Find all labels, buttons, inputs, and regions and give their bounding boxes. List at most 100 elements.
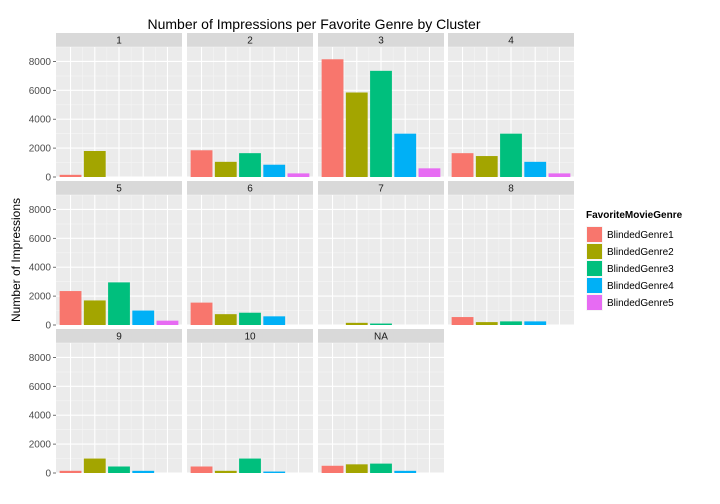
bar-blindedgenre5-facet-4 [548,173,571,177]
y-tick-label: 2000 [29,292,52,303]
legend-key-blindedgenre4 [587,278,602,293]
facet-strip-label: 1 [116,36,122,47]
bar-blindedgenre4-facet-3 [394,133,417,177]
bar-blindedgenre4-facet-na [394,470,417,473]
bar-blindedgenre2-facet-1 [83,151,106,177]
bar-blindedgenre1-facet-4 [451,153,474,177]
legend-key-blindedgenre3 [587,261,602,276]
bar-blindedgenre2-facet-na [345,464,368,473]
facet-8: 8 [448,181,574,326]
y-tick-label: 6000 [29,86,52,97]
bar-blindedgenre2-facet-4 [475,156,498,177]
facet-strip [318,329,444,343]
facet-strip [318,181,444,195]
legend-key-blindedgenre1 [587,227,602,242]
bar-blindedgenre2-facet-2 [214,161,237,177]
facet-strip-label: 6 [247,184,253,195]
facet-strip-label: NA [374,332,388,343]
bar-blindedgenre3-facet-3 [370,70,392,177]
bar-blindedgenre3-facet-na [370,463,392,473]
chart-title: Number of Impressions per Favorite Genre… [147,16,480,32]
facet-9: 9 0 2000 4000 6000 8000 [29,329,182,480]
facet-strip [448,33,574,47]
bar-blindedgenre1-facet-5 [59,291,82,325]
bar-blindedgenre3-facet-7 [370,323,392,325]
bar-blindedgenre1-facet-8 [451,317,474,325]
bar-blindedgenre2-facet-9 [83,458,106,473]
bar-blindedgenre1-facet-1 [59,174,82,177]
y-tick-label: 8000 [29,205,52,216]
facet-strip [56,329,182,343]
facet-strip-label: 8 [508,184,514,195]
facet-strip [448,181,574,195]
legend-label-blindedgenre4: BlindedGenre4 [607,281,674,292]
legend-label-blindedgenre3: BlindedGenre3 [607,264,674,275]
facet-strip [187,33,313,47]
y-tick-label: 8000 [29,353,52,364]
facet-strip-label: 10 [244,332,256,343]
legend-key-blindedgenre2 [587,244,602,259]
facet-4: 4 [448,33,574,178]
bar-blindedgenre5-facet-2 [287,173,310,177]
y-tick-label: 0 [45,173,51,184]
bar-blindedgenre4-facet-8 [524,321,547,325]
bar-blindedgenre1-facet-6 [190,302,213,325]
facet-strip-label: 3 [378,36,384,47]
bar-blindedgenre4-facet-5 [132,310,155,325]
bar-blindedgenre2-facet-6 [214,314,237,325]
bar-blindedgenre1-facet-2 [190,150,213,177]
bar-blindedgenre2-facet-7 [345,322,368,325]
facet-strip-label: 5 [116,184,122,195]
bar-blindedgenre1-facet-9 [59,470,82,473]
facet-1: 1 0 2000 4000 6000 8000 [29,33,182,184]
bar-blindedgenre2-facet-3 [345,92,368,177]
bar-blindedgenre4-facet-4 [524,161,547,177]
facet-strip [187,329,313,343]
legend-label-blindedgenre2: BlindedGenre2 [607,247,674,258]
facet-strip-label: 7 [378,184,384,195]
facet-strip [187,181,313,195]
legend-label-blindedgenre1: BlindedGenre1 [607,230,674,241]
bar-blindedgenre2-facet-5 [83,300,106,325]
facet-7: 7 [318,181,444,326]
bar-blindedgenre1-facet-10 [190,466,213,473]
y-tick-label: 2000 [29,440,52,451]
y-tick-label: 0 [45,321,51,332]
y-axis-label: Number of Impressions [9,198,23,322]
bar-blindedgenre3-facet-6 [239,312,261,325]
bar-blindedgenre3-facet-4 [500,133,522,177]
y-tick-label: 4000 [29,263,52,274]
y-tick-label: 0 [45,469,51,480]
y-tick-label: 4000 [29,411,52,422]
legend-key-blindedgenre5 [587,295,602,310]
facet-strip-label: 9 [116,332,122,343]
bar-blindedgenre5-facet-3 [418,168,441,177]
bar-blindedgenre1-facet-3 [321,59,344,177]
bar-blindedgenre2-facet-10 [214,470,237,473]
bar-blindedgenre2-facet-8 [475,322,498,325]
bar-blindedgenre3-facet-2 [239,153,261,177]
bar-blindedgenre4-facet-9 [132,470,155,473]
y-tick-label: 8000 [29,57,52,68]
facet-strip-label: 2 [247,36,253,47]
bar-blindedgenre3-facet-8 [500,321,522,325]
facet-strip-label: 4 [508,36,514,47]
facet-NA: NA [318,329,444,474]
bar-blindedgenre4-facet-2 [263,164,286,177]
facet-strip [318,33,444,47]
y-tick-label: 2000 [29,144,52,155]
bar-blindedgenre4-facet-10 [263,471,286,473]
legend-label-blindedgenre5: BlindedGenre5 [607,298,674,309]
legend: FavoriteMovieGenre BlindedGenre1 BlindedG… [585,210,683,312]
facet-5: 5 0 2000 4000 6000 8000 [29,181,182,332]
facet-strip [56,33,182,47]
bar-blindedgenre4-facet-6 [263,316,286,325]
bar-blindedgenre3-facet-10 [239,458,261,473]
facet-3: 3 [318,33,444,178]
bar-blindedgenre1-facet-na [321,465,344,473]
bar-blindedgenre3-facet-9 [108,466,130,473]
bar-blindedgenre5-facet-5 [156,320,179,325]
legend-title: FavoriteMovieGenre [586,210,683,221]
facet-2: 2 [187,33,313,178]
